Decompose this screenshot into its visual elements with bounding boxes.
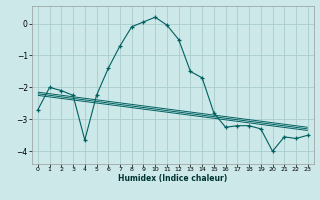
X-axis label: Humidex (Indice chaleur): Humidex (Indice chaleur) bbox=[118, 174, 228, 183]
